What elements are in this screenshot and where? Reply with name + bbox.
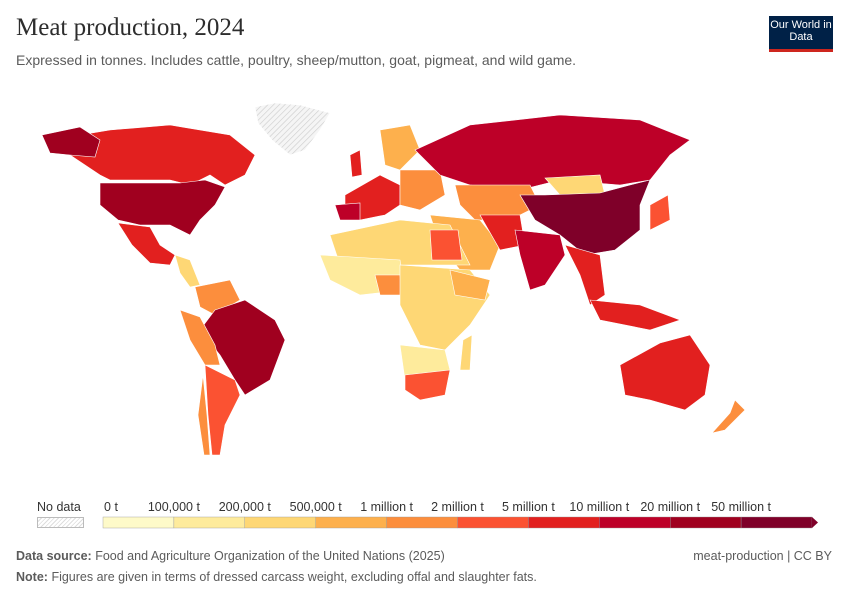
- data-source: Data source: Food and Agriculture Organi…: [16, 549, 445, 563]
- note-text: Figures are given in terms of dressed ca…: [51, 570, 537, 584]
- country-japan-korea[interactable]: [649, 194, 671, 231]
- country-australia[interactable]: [619, 334, 711, 411]
- data-source-label: Data source:: [16, 549, 92, 563]
- legend-label: 5 million t: [501, 500, 555, 514]
- legend-label: 50 million t: [711, 500, 771, 514]
- world-map[interactable]: [0, 95, 850, 495]
- page-subtitle: Expressed in tonnes. Includes cattle, po…: [16, 52, 577, 68]
- legend-bin[interactable]: [173, 516, 245, 529]
- country-mongolia[interactable]: [544, 174, 606, 196]
- legend-bin[interactable]: [599, 516, 671, 529]
- legend-label: 1 million t: [360, 500, 413, 514]
- country-eastern-europe[interactable]: [399, 169, 446, 211]
- legend-bin[interactable]: [740, 516, 813, 529]
- legend-label: 2 million t: [431, 500, 484, 514]
- country-egypt[interactable]: [429, 229, 463, 261]
- country-new-zealand[interactable]: [711, 399, 746, 434]
- country-mexico[interactable]: [117, 222, 176, 266]
- country-uk[interactable]: [349, 149, 363, 178]
- note-label: Note:: [16, 570, 48, 584]
- legend-arrow: [812, 517, 818, 528]
- country-nigeria[interactable]: [374, 274, 403, 296]
- legend-label: 0 t: [104, 500, 118, 514]
- legend-bin[interactable]: [102, 516, 175, 529]
- legend-bin[interactable]: [386, 516, 458, 529]
- country-madagascar[interactable]: [459, 334, 473, 371]
- country-iberia[interactable]: [334, 202, 361, 221]
- country-southeast-asia[interactable]: [564, 244, 606, 306]
- license-text[interactable]: meat-production | CC BY: [693, 549, 832, 563]
- legend-bin[interactable]: [457, 516, 529, 529]
- country-ethiopia[interactable]: [449, 269, 491, 301]
- legend-label: 20 million t: [640, 500, 701, 514]
- country-canada[interactable]: [49, 124, 256, 186]
- country-peru-bolivia[interactable]: [179, 309, 221, 366]
- legend-bin[interactable]: [670, 516, 742, 529]
- legend-bin[interactable]: [315, 516, 387, 529]
- country-chile[interactable]: [197, 374, 211, 456]
- legend-bin[interactable]: [528, 516, 600, 529]
- country-india[interactable]: [514, 229, 566, 291]
- country-alaska[interactable]: [41, 126, 101, 158]
- page-title: Meat production, 2024: [16, 14, 245, 41]
- country-central-america[interactable]: [174, 254, 201, 288]
- legend-label: 100,000 t: [147, 500, 200, 514]
- legend-label: 200,000 t: [218, 500, 271, 514]
- legend-bin[interactable]: [244, 516, 316, 529]
- owid-logo[interactable]: Our World in Data: [769, 16, 833, 52]
- legend-label: 500,000 t: [289, 500, 342, 514]
- country-scandinavia[interactable]: [379, 124, 421, 171]
- country-usa[interactable]: [99, 179, 226, 236]
- chart-note: Note: Figures are given in terms of dres…: [16, 570, 537, 584]
- country-china[interactable]: [519, 179, 651, 256]
- country-argentina[interactable]: [204, 364, 241, 456]
- legend-no-data-label: No data: [37, 500, 81, 514]
- legend-no-data-swatch[interactable]: [37, 517, 84, 528]
- country-indonesia[interactable]: [589, 299, 681, 331]
- country-south-africa[interactable]: [404, 369, 451, 401]
- country-greenland[interactable]: [254, 102, 331, 156]
- legend-label: 10 million t: [569, 500, 630, 514]
- data-source-text[interactable]: Food and Agriculture Organization of the…: [95, 549, 445, 563]
- legend-color-bar: [102, 516, 818, 529]
